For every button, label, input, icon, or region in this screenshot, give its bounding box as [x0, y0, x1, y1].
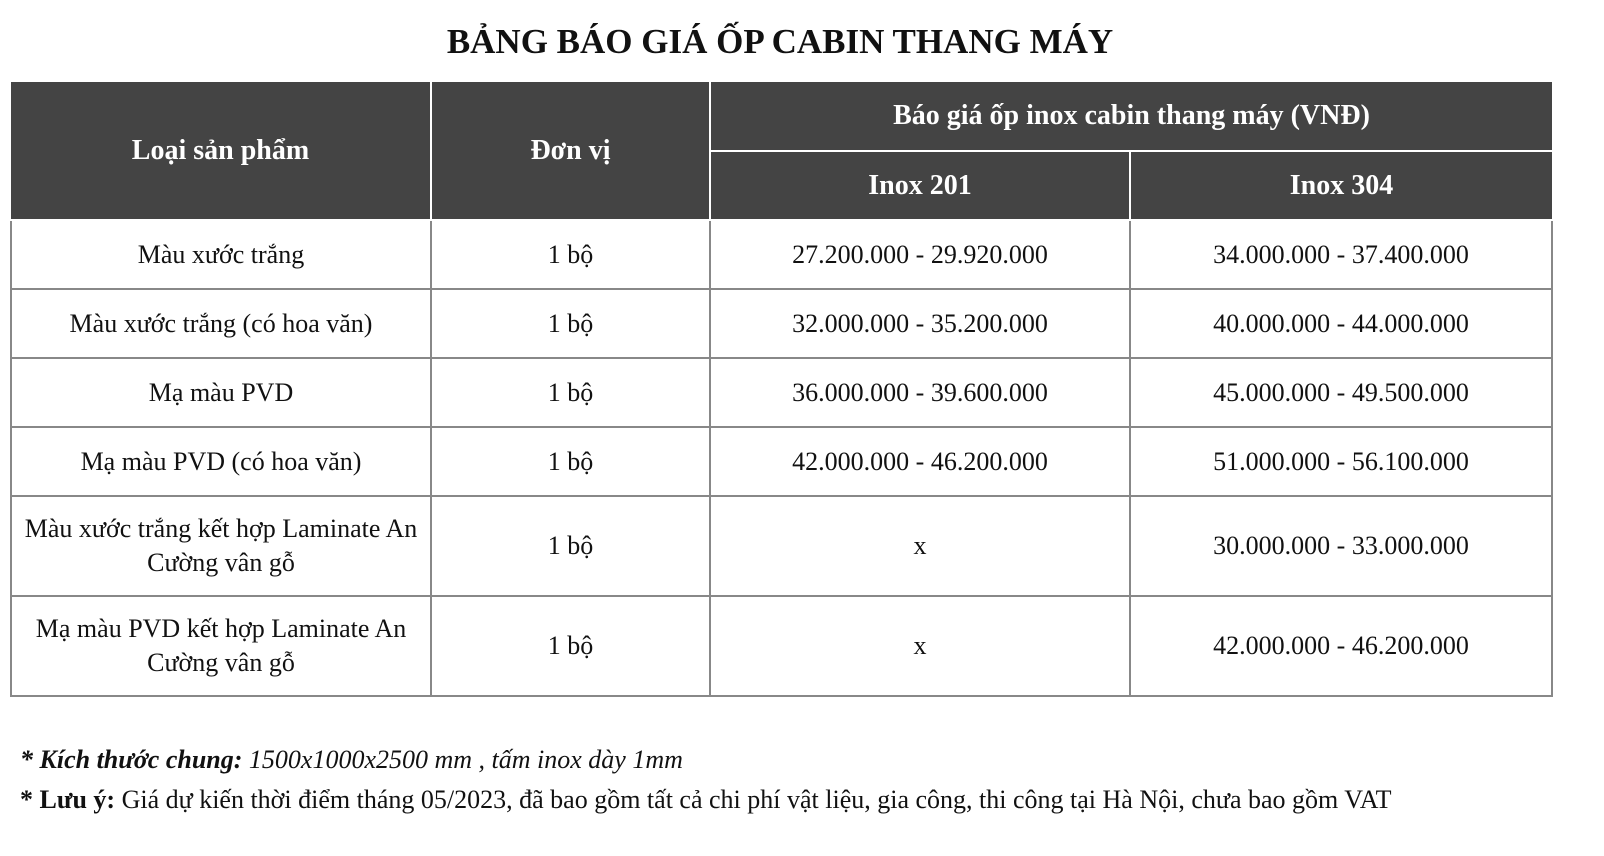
- cell-product: Mạ màu PVD: [10, 357, 432, 428]
- cell-unit: 1 bộ: [430, 595, 711, 697]
- size-note: * Kích thước chung: 1500x1000x2500 mm , …: [20, 740, 1392, 780]
- price-note-text: Giá dự kiến thời điểm tháng 05/2023, đã …: [115, 785, 1392, 814]
- cell-inox201: x: [709, 595, 1131, 697]
- cell-unit: 1 bộ: [430, 426, 711, 497]
- cell-inox304: 42.000.000 - 46.200.000: [1129, 595, 1553, 697]
- price-table: Loại sản phẩm Đơn vị Báo giá ốp inox cab…: [10, 82, 1553, 697]
- header-inox-201: Inox 201: [709, 151, 1131, 221]
- cell-unit: 1 bộ: [430, 495, 711, 597]
- cell-product: Màu xước trắng: [10, 219, 432, 290]
- cell-product: Mạ màu PVD (có hoa văn): [10, 426, 432, 497]
- notes: * Kích thước chung: 1500x1000x2500 mm , …: [20, 740, 1392, 820]
- header-product: Loại sản phẩm: [11, 82, 432, 221]
- cell-inox304: 34.000.000 - 37.400.000: [1129, 219, 1553, 290]
- size-note-label: * Kích thước chung:: [20, 745, 243, 774]
- cell-product: Màu xước trắng kết hợp Laminate An Cường…: [10, 495, 432, 597]
- size-note-text: 1500x1000x2500 mm , tấm inox dày 1mm: [242, 745, 683, 774]
- table-row: Màu xước trắng kết hợp Laminate An Cường…: [10, 495, 1553, 597]
- cell-inox201: 36.000.000 - 39.600.000: [709, 357, 1131, 428]
- header-unit: Đơn vị: [430, 82, 711, 221]
- table-row: Mạ màu PVD (có hoa văn) 1 bộ 42.000.000 - …: [10, 426, 1553, 497]
- cell-product: Mạ màu PVD kết hợp Laminate An Cường vân…: [10, 595, 432, 697]
- cell-unit: 1 bộ: [430, 288, 711, 359]
- cell-inox201: 42.000.000 - 46.200.000: [709, 426, 1131, 497]
- header-price-group: Báo giá ốp inox cabin thang máy (VNĐ): [709, 82, 1552, 152]
- cell-unit: 1 bộ: [430, 357, 711, 428]
- cell-inox201: 32.000.000 - 35.200.000: [709, 288, 1131, 359]
- page-title: BẢNG BÁO GIÁ ỐP CABIN THANG MÁY: [446, 22, 1114, 61]
- cell-inox201: 27.200.000 - 29.920.000: [709, 219, 1131, 290]
- cell-inox304: 40.000.000 - 44.000.000: [1129, 288, 1553, 359]
- cell-inox304: 30.000.000 - 33.000.000: [1129, 495, 1553, 597]
- price-note-label: * Lưu ý:: [20, 785, 116, 814]
- table-row: Màu xước trắng (có hoa văn) 1 bộ 32.000.00…: [10, 288, 1553, 359]
- cell-inox201: x: [709, 495, 1131, 597]
- cell-unit: 1 bộ: [430, 219, 711, 290]
- table-row: Mạ màu PVD 1 bộ 36.000.000 - 39.600.000 45.…: [10, 357, 1553, 428]
- cell-inox304: 45.000.000 - 49.500.000: [1129, 357, 1553, 428]
- price-note: * Lưu ý: Giá dự kiến thời điểm tháng 05/…: [20, 780, 1392, 820]
- table-row: Màu xước trắng 1 bộ 27.200.000 - 29.920.00…: [10, 219, 1553, 290]
- header-inox-304: Inox 304: [1129, 151, 1552, 221]
- table-row: Mạ màu PVD kết hợp Laminate An Cường vân…: [10, 595, 1553, 697]
- cell-inox304: 51.000.000 - 56.100.000: [1129, 426, 1553, 497]
- cell-product: Màu xước trắng (có hoa văn): [10, 288, 432, 359]
